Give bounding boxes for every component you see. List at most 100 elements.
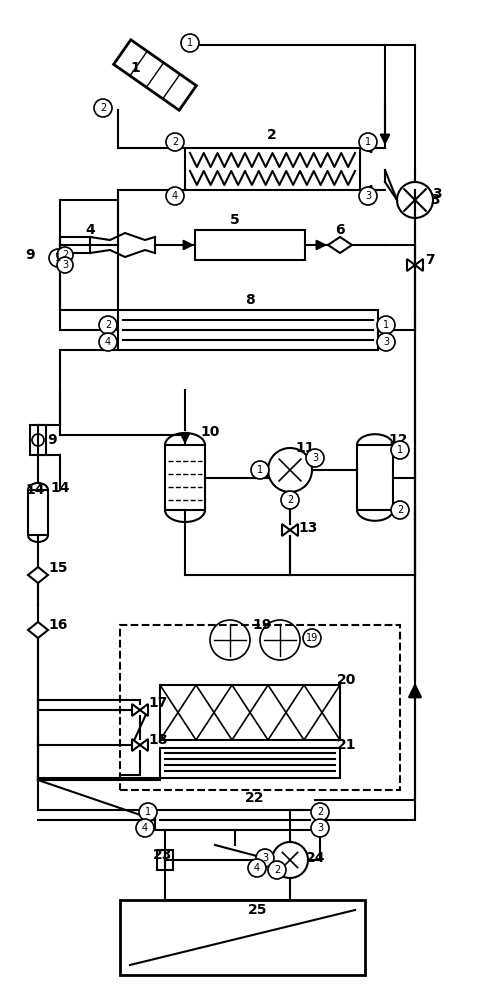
Text: 1: 1 xyxy=(257,465,263,475)
Circle shape xyxy=(377,333,395,351)
Polygon shape xyxy=(132,704,148,716)
Text: 14: 14 xyxy=(25,483,44,497)
Circle shape xyxy=(49,249,67,267)
Text: 16: 16 xyxy=(48,618,67,632)
Bar xyxy=(357,445,393,510)
Circle shape xyxy=(281,491,299,509)
Text: 1: 1 xyxy=(55,253,61,263)
Circle shape xyxy=(139,803,157,821)
Circle shape xyxy=(136,819,154,837)
Text: 3: 3 xyxy=(430,193,440,207)
Circle shape xyxy=(303,629,321,647)
Circle shape xyxy=(166,187,184,205)
Text: 21: 21 xyxy=(337,738,356,752)
Circle shape xyxy=(391,501,409,519)
Circle shape xyxy=(94,99,112,117)
Bar xyxy=(28,490,48,535)
Circle shape xyxy=(311,803,329,821)
Text: 12: 12 xyxy=(388,433,408,447)
Text: 4: 4 xyxy=(85,223,95,237)
Bar xyxy=(118,310,378,350)
Text: 13: 13 xyxy=(298,521,318,535)
Text: 19: 19 xyxy=(252,618,271,632)
Text: 2: 2 xyxy=(317,807,323,817)
Text: 25: 25 xyxy=(248,903,267,917)
Text: 2: 2 xyxy=(267,128,277,142)
Text: 2: 2 xyxy=(274,865,280,875)
Text: 1: 1 xyxy=(145,807,151,817)
Text: 11: 11 xyxy=(295,441,315,455)
Circle shape xyxy=(57,257,73,273)
Text: 2: 2 xyxy=(62,250,68,260)
Text: 7: 7 xyxy=(425,253,434,267)
Bar xyxy=(30,425,46,455)
Text: 8: 8 xyxy=(245,293,255,307)
Polygon shape xyxy=(28,622,48,638)
Text: 2: 2 xyxy=(287,495,293,505)
Text: 9: 9 xyxy=(47,433,56,447)
Text: 2: 2 xyxy=(397,505,403,515)
Text: 14: 14 xyxy=(50,481,70,495)
Bar xyxy=(185,148,360,190)
Circle shape xyxy=(181,34,199,52)
Bar xyxy=(165,445,205,510)
Polygon shape xyxy=(328,237,352,253)
Text: 3: 3 xyxy=(262,853,268,863)
Circle shape xyxy=(359,133,377,151)
Bar xyxy=(157,850,173,870)
Circle shape xyxy=(311,819,329,837)
Text: 4: 4 xyxy=(254,863,260,873)
Text: 3: 3 xyxy=(365,191,371,201)
Text: 3: 3 xyxy=(432,187,442,201)
Text: 5: 5 xyxy=(230,213,240,227)
Circle shape xyxy=(377,316,395,334)
Text: 3: 3 xyxy=(383,337,389,347)
Text: 3: 3 xyxy=(317,823,323,833)
Text: 1: 1 xyxy=(383,320,389,330)
Text: 4: 4 xyxy=(105,337,111,347)
Polygon shape xyxy=(28,567,48,583)
Text: 20: 20 xyxy=(337,673,356,687)
Polygon shape xyxy=(282,524,298,536)
Text: 18: 18 xyxy=(148,733,168,747)
Text: 1: 1 xyxy=(365,137,371,147)
Text: 3: 3 xyxy=(62,260,68,270)
Bar xyxy=(160,685,340,740)
Text: 1: 1 xyxy=(397,445,403,455)
Text: 2: 2 xyxy=(105,320,111,330)
Text: 2: 2 xyxy=(172,137,178,147)
Text: 1: 1 xyxy=(187,38,193,48)
Polygon shape xyxy=(407,259,423,271)
Bar xyxy=(120,900,365,975)
Circle shape xyxy=(248,859,266,877)
Text: 2: 2 xyxy=(100,103,106,113)
Circle shape xyxy=(359,187,377,205)
Text: 9: 9 xyxy=(25,248,35,262)
Circle shape xyxy=(268,861,286,879)
Polygon shape xyxy=(132,739,148,751)
Text: 4: 4 xyxy=(172,191,178,201)
Circle shape xyxy=(99,333,117,351)
Circle shape xyxy=(99,316,117,334)
Circle shape xyxy=(306,449,324,467)
Text: 24: 24 xyxy=(306,851,325,865)
Text: 6: 6 xyxy=(335,223,345,237)
Circle shape xyxy=(256,849,274,867)
Circle shape xyxy=(391,441,409,459)
Text: 10: 10 xyxy=(200,425,219,439)
Circle shape xyxy=(251,461,269,479)
Text: 19: 19 xyxy=(306,633,318,643)
Text: 22: 22 xyxy=(245,791,264,805)
Text: 1: 1 xyxy=(130,61,140,75)
Text: 3: 3 xyxy=(312,453,318,463)
Text: 15: 15 xyxy=(48,561,68,575)
Text: 4: 4 xyxy=(142,823,148,833)
Bar xyxy=(195,230,305,260)
Bar xyxy=(155,810,315,830)
Text: 23: 23 xyxy=(153,848,172,862)
Text: 17: 17 xyxy=(148,696,168,710)
Circle shape xyxy=(166,133,184,151)
Circle shape xyxy=(57,247,73,263)
Bar xyxy=(160,748,340,778)
Bar xyxy=(120,625,400,790)
